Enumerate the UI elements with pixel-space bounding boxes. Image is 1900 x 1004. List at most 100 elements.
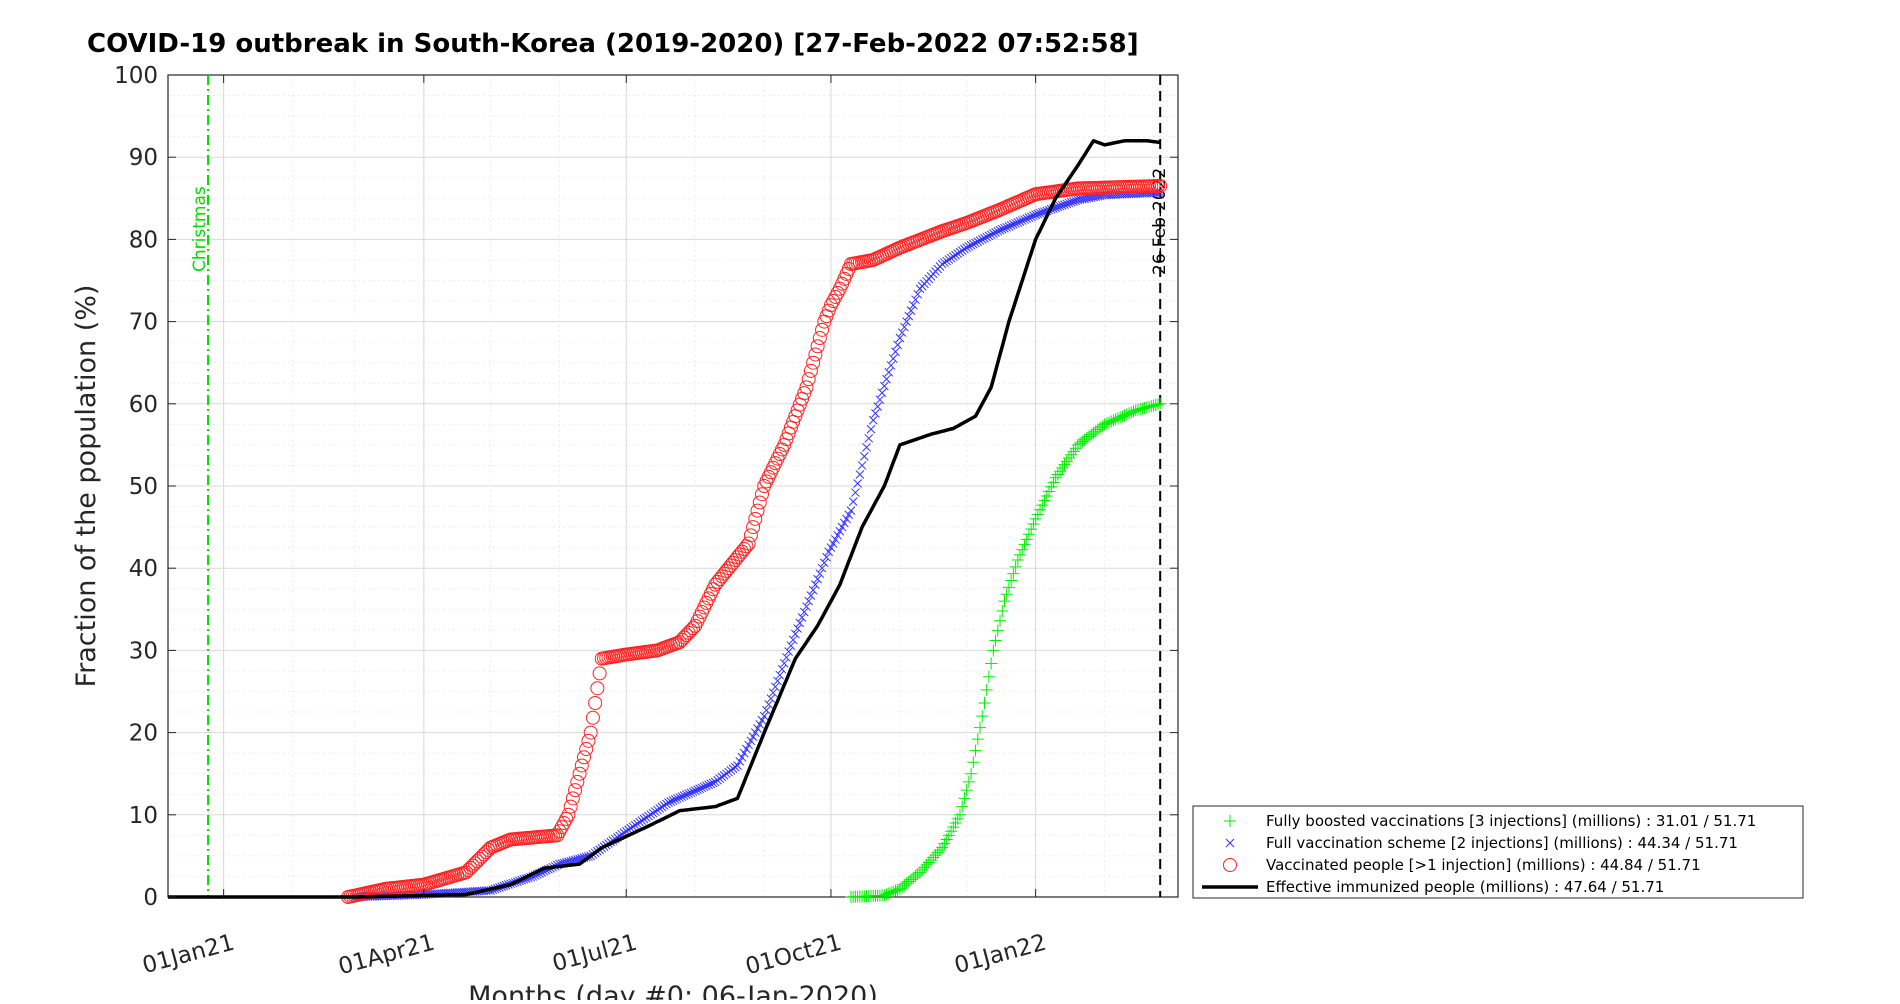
data-point: [675, 793, 685, 802]
data-point: [969, 744, 982, 757]
data-point: [1154, 397, 1167, 410]
data-point: [639, 814, 649, 824]
data-point: [708, 778, 718, 788]
data-point: [633, 819, 642, 829]
data-point: [1029, 512, 1042, 525]
legend-label: Effective immunized people (millions) : …: [1266, 878, 1664, 896]
data-point: [859, 452, 869, 461]
data-point: [953, 249, 963, 258]
legend-items: Fully boosted vaccinations [3 injections…: [1202, 812, 1756, 896]
data-point: [993, 226, 1003, 236]
data-point: [744, 740, 753, 750]
data-point: [1056, 461, 1069, 474]
data-point: [997, 224, 1007, 234]
data-point: [746, 520, 761, 535]
data-point: [1020, 533, 1033, 546]
data-point: [670, 795, 680, 804]
data-point: [775, 670, 785, 680]
legend-swatch: [1223, 858, 1237, 872]
data-point: [813, 574, 822, 584]
y-tick-label: 30: [129, 638, 158, 664]
x-tick-label: 01Jul21: [550, 930, 640, 977]
x-tick-label: 01Jan21: [140, 930, 238, 979]
data-point: [988, 229, 998, 238]
data-point: [991, 624, 1004, 637]
data-point: [986, 230, 996, 240]
data-point: [657, 802, 667, 812]
annotations: Christmas 26-Feb-2022: [190, 75, 1170, 897]
data-point: [757, 715, 767, 725]
data-point: [630, 820, 640, 830]
data-point: [768, 688, 778, 698]
series-layer: [168, 139, 1168, 904]
data-point: [688, 787, 698, 797]
data-point: [855, 470, 865, 479]
data-point: [637, 816, 647, 825]
data-point: [971, 238, 980, 248]
data-point: [1034, 503, 1047, 516]
data-point: [835, 526, 845, 536]
data-point: [1004, 221, 1014, 231]
data-point: [585, 710, 600, 725]
data-point: [661, 799, 671, 809]
data-point: [848, 497, 858, 506]
data-point: [797, 386, 812, 401]
chart-title: COVID-19 outbreak in South-Korea (2019-2…: [87, 29, 1139, 59]
data-point: [819, 558, 829, 568]
data-point: [730, 550, 745, 565]
data-point: [659, 801, 669, 810]
data-point: [563, 799, 578, 814]
data-point: [737, 542, 752, 557]
data-point: [995, 225, 1005, 235]
data-point: [802, 602, 811, 611]
data-point: [668, 796, 678, 805]
data-point: [799, 607, 809, 617]
y-tick-label: 60: [129, 392, 158, 418]
data-point: [895, 333, 905, 343]
data-point: [902, 317, 911, 326]
data-point: [635, 817, 644, 827]
data-point: [960, 244, 969, 254]
series-line: [168, 139, 1161, 899]
data-point: [994, 614, 1007, 627]
data-point: [891, 347, 900, 357]
data-point: [695, 784, 705, 794]
data-point: [968, 239, 978, 249]
data-point: [1031, 508, 1044, 521]
y-axis-label: Fraction of the population (%): [71, 285, 102, 688]
data-point: [577, 750, 592, 765]
data-point: [574, 758, 589, 773]
data-point: [583, 725, 598, 740]
data-point: [962, 775, 975, 788]
data-point: [976, 710, 989, 723]
data-point: [550, 828, 565, 843]
data-point: [868, 415, 878, 425]
data-point: [710, 574, 725, 589]
data-point: [808, 585, 818, 595]
data-point: [699, 782, 709, 792]
data-point: [590, 681, 605, 696]
data-point: [984, 231, 994, 241]
data-point: [746, 736, 756, 746]
data-point: [982, 670, 995, 683]
data-point: [812, 331, 827, 346]
data-point: [828, 539, 838, 548]
data-point: [1018, 538, 1031, 551]
data-point: [888, 354, 898, 363]
data-point: [737, 752, 747, 762]
data-point: [697, 783, 707, 793]
legend-label: Vaccinated people [>1 injection] (millio…: [1266, 856, 1701, 874]
data-point: [1015, 217, 1025, 226]
data-point: [911, 295, 920, 305]
data-point: [1009, 220, 1018, 229]
data-point: [974, 721, 987, 734]
x-tick-label: 01Jan22: [952, 930, 1050, 979]
data-point: [664, 798, 673, 807]
data-point: [817, 563, 827, 573]
data-point: [837, 522, 847, 532]
data-point: [753, 724, 762, 733]
data-point: [581, 733, 596, 748]
data-point: [741, 536, 756, 551]
data-point: [628, 822, 638, 832]
data-point: [815, 322, 830, 337]
